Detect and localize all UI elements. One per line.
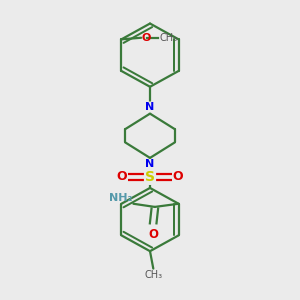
Text: N: N bbox=[146, 102, 154, 112]
Text: CH₃: CH₃ bbox=[144, 270, 162, 280]
Text: O: O bbox=[148, 228, 158, 241]
Text: NH₂: NH₂ bbox=[109, 193, 132, 203]
Text: S: S bbox=[145, 170, 155, 184]
Text: N: N bbox=[146, 160, 154, 170]
Text: O: O bbox=[173, 170, 183, 183]
Text: O: O bbox=[142, 33, 151, 43]
Text: O: O bbox=[117, 170, 127, 183]
Text: CH₃: CH₃ bbox=[159, 33, 178, 43]
